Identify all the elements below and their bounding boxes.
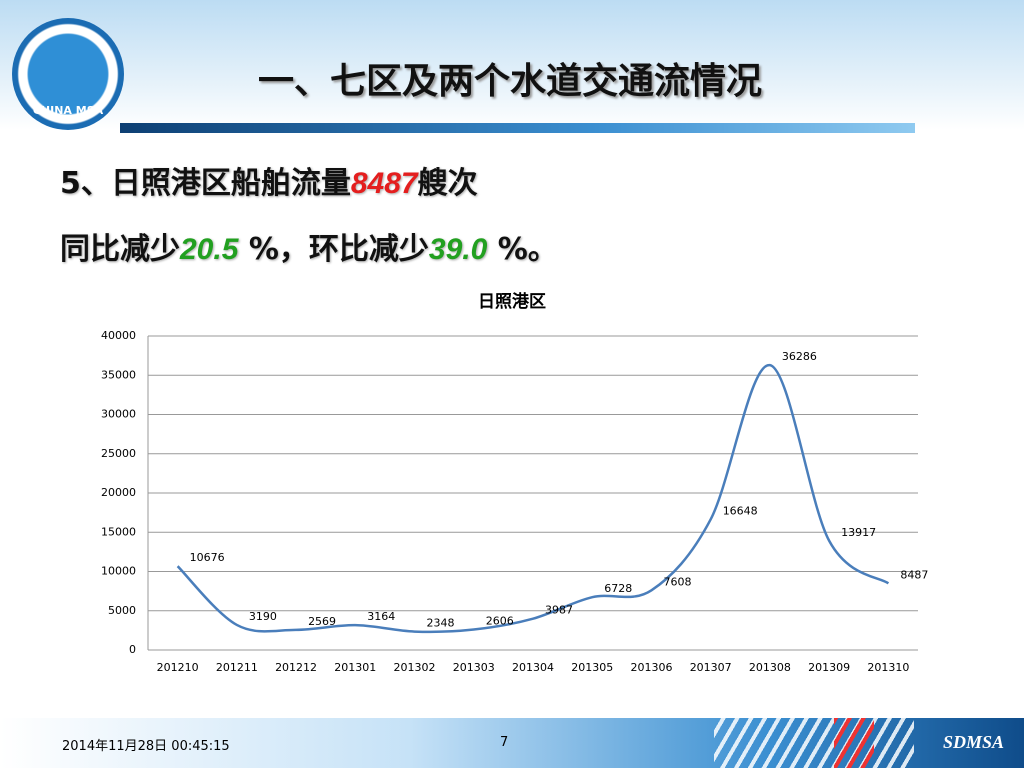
footer-stripes bbox=[714, 718, 914, 768]
y-tick-label: 10000 bbox=[101, 565, 136, 578]
data-label: 8487 bbox=[900, 568, 928, 581]
brand: SDMSA bbox=[942, 732, 1004, 752]
chart: 日照港区 0 5000 10000 15000 20000 25000 30000 35000… bbox=[101, 291, 928, 674]
x-tick-label: 201305 bbox=[571, 661, 613, 674]
x-tick-label: 201212 bbox=[275, 661, 317, 674]
data-label: 3164 bbox=[367, 610, 395, 623]
y-tick-label: 25000 bbox=[101, 447, 136, 460]
data-label: 13917 bbox=[841, 526, 876, 539]
text: 同比减少 bbox=[60, 232, 180, 267]
data-label: 2569 bbox=[308, 615, 336, 628]
x-tick-label: 201210 bbox=[157, 661, 199, 674]
x-tick-label: 201303 bbox=[453, 661, 495, 674]
page-number: 7 bbox=[500, 735, 509, 750]
data-line bbox=[176, 363, 890, 634]
data-label: 36286 bbox=[782, 350, 817, 363]
footer: 2014年11月28日 00:45:15 7 SDMSA bbox=[0, 718, 1024, 768]
x-tick-label: 201310 bbox=[867, 661, 909, 674]
x-tick-label: 201306 bbox=[630, 661, 672, 674]
footer-stripes bbox=[834, 718, 874, 768]
x-tick-label: 201301 bbox=[334, 661, 376, 674]
slide-title: 一、七区及两个水道交通流情况 bbox=[257, 61, 762, 102]
text: %。 bbox=[487, 232, 558, 267]
highlight: 20.5 bbox=[180, 233, 239, 266]
data-label: 3987 bbox=[545, 604, 573, 617]
y-tick-label: 0 bbox=[129, 643, 136, 656]
data-label: 7608 bbox=[663, 575, 691, 588]
x-tick-label: 201307 bbox=[690, 661, 732, 674]
highlight: 8487 bbox=[350, 167, 418, 200]
y-tick-label: 5000 bbox=[108, 604, 136, 617]
data-label: 3190 bbox=[249, 610, 277, 623]
data-label: 2348 bbox=[427, 617, 455, 630]
data-label: 2606 bbox=[486, 615, 514, 628]
data-label: 10676 bbox=[190, 551, 225, 564]
x-tick-label: 201308 bbox=[749, 661, 791, 674]
highlight: 39.0 bbox=[428, 233, 488, 266]
logo: CHINA MSA bbox=[12, 18, 124, 130]
chart-title: 日照港区 bbox=[478, 291, 546, 312]
data-label: 6728 bbox=[604, 582, 632, 595]
y-tick-label: 35000 bbox=[101, 368, 136, 381]
header-bg bbox=[0, 0, 1024, 130]
logo-text: CHINA MSA bbox=[32, 104, 104, 117]
y-tick-label: 30000 bbox=[101, 408, 136, 421]
x-tick-label: 201302 bbox=[394, 661, 436, 674]
x-tick-label: 201211 bbox=[216, 661, 258, 674]
change-line: 同比减少20.5 %，环比减少39.0 %。 bbox=[60, 224, 558, 268]
text: 5、日照港区船舶流量 bbox=[60, 166, 351, 201]
data-label: 16648 bbox=[723, 504, 758, 517]
summary-line: 5、日照港区船舶流量8487艘次 bbox=[60, 158, 478, 202]
y-tick-label: 20000 bbox=[101, 486, 136, 499]
x-tick-label: 201304 bbox=[512, 661, 554, 674]
footer-date: 2014年11月28日 00:45:15 bbox=[62, 739, 230, 754]
y-tick-label: 15000 bbox=[101, 525, 136, 538]
text: %，环比减少 bbox=[238, 232, 429, 267]
text: 艘次 bbox=[417, 166, 478, 201]
y-tick-label: 40000 bbox=[101, 329, 136, 342]
header-stripe bbox=[120, 123, 915, 133]
x-tick-label: 201309 bbox=[808, 661, 850, 674]
